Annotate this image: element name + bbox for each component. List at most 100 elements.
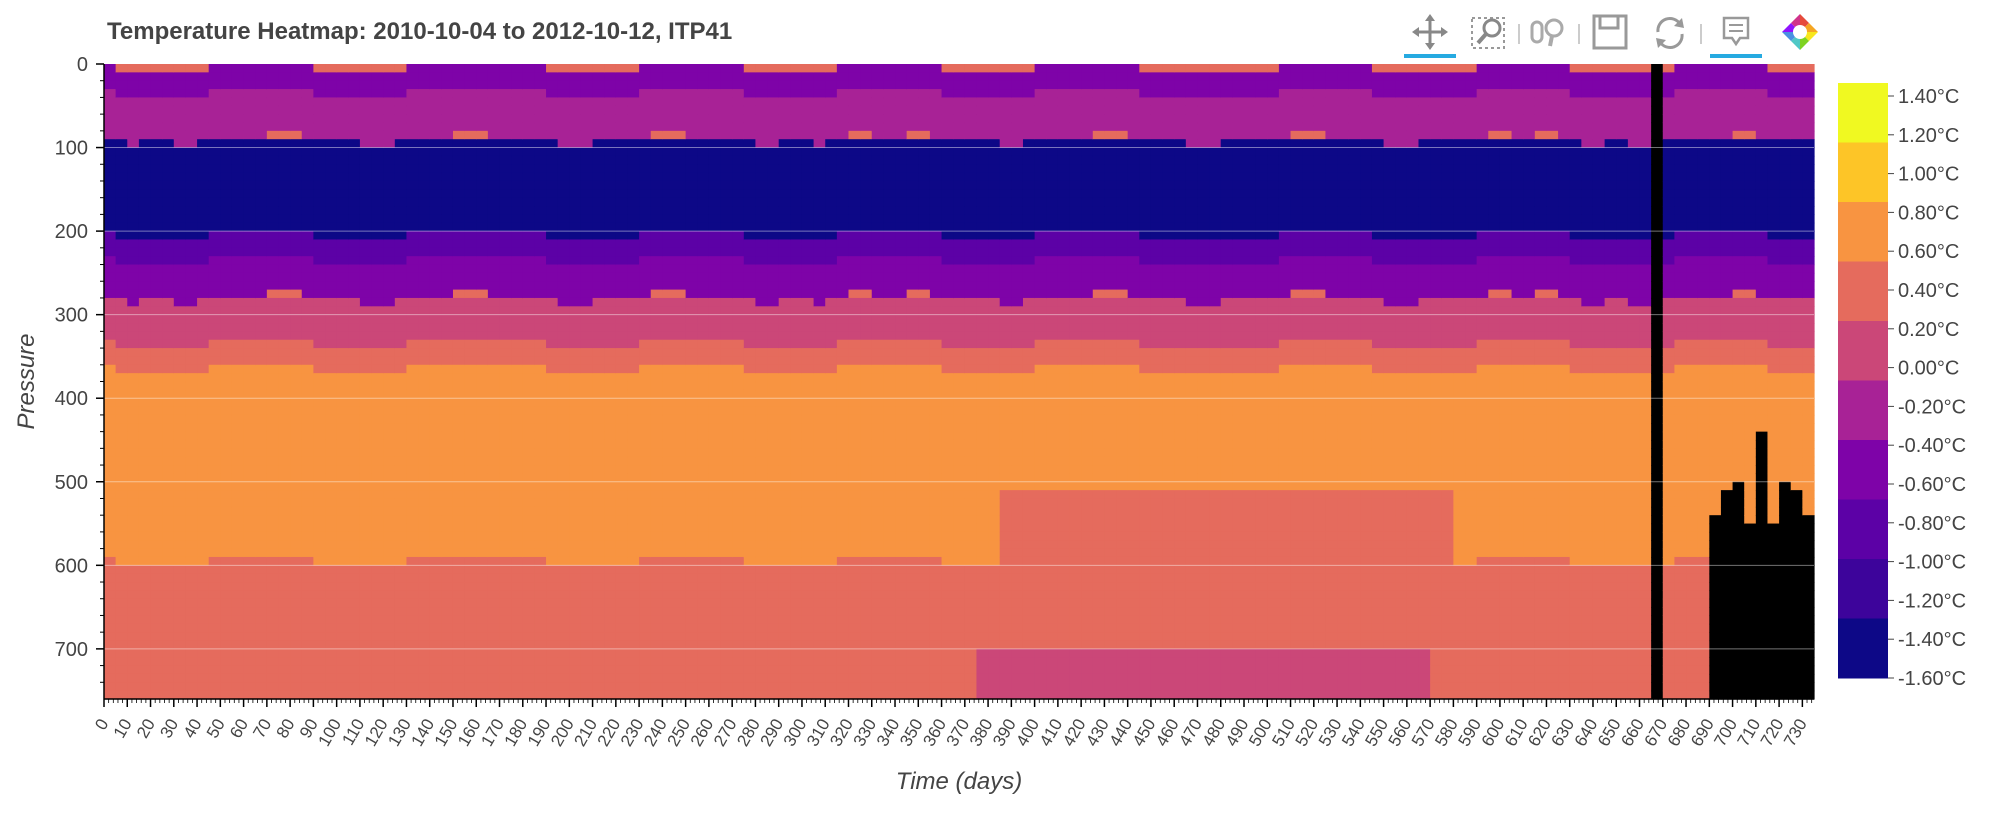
heatmap-cell (359, 540, 373, 550)
heatmap-cell (301, 465, 314, 475)
heatmap-cell (674, 473, 687, 483)
heatmap-cell (266, 473, 280, 483)
heatmap-cell (162, 540, 175, 550)
heatmap-cell (301, 490, 314, 500)
heatmap-cell (464, 297, 477, 307)
heatmap-cell (197, 414, 210, 424)
heatmap-cell (697, 389, 710, 399)
heatmap-cell (778, 114, 791, 124)
heatmap-cell (394, 206, 408, 215)
heatmap-cell (127, 373, 140, 383)
heatmap-cell (150, 348, 163, 358)
heatmap-cell (767, 314, 780, 324)
heatmap-cell (452, 373, 466, 383)
heatmap-cell (464, 523, 477, 533)
heatmap-cell (743, 490, 757, 500)
heatmap-cell (208, 498, 221, 508)
heatmap-cell (138, 122, 152, 132)
save-tool[interactable] (1584, 10, 1636, 54)
heatmap-cell (348, 272, 361, 282)
heatmap-cell (115, 431, 128, 441)
heatmap-cell (429, 673, 442, 683)
heatmap-cell (790, 431, 803, 441)
heatmap-cell (546, 172, 559, 182)
heatmap-cell (255, 272, 268, 282)
heatmap-cell (231, 389, 245, 399)
heatmap-cell (522, 155, 536, 165)
heatmap-cell (383, 80, 396, 90)
heatmap-cell (394, 130, 408, 140)
heatmap-cell (755, 239, 768, 249)
heatmap-cell (429, 590, 442, 600)
heatmap-cell (755, 431, 768, 441)
heatmap-cell (662, 632, 675, 642)
heatmap-cell (801, 197, 815, 207)
heatmap-cell (790, 64, 803, 73)
heatmap-cell (732, 556, 745, 566)
heatmap-cell (604, 89, 617, 99)
heatmap-cell (336, 398, 349, 408)
heatmap-cell (325, 573, 338, 583)
heatmap-cell (301, 289, 314, 299)
heatmap-cell (197, 515, 210, 525)
heatmap-cell (650, 189, 663, 199)
heatmap-cell (197, 97, 210, 107)
heatmap-cell (825, 64, 838, 73)
heatmap-cell (650, 264, 663, 274)
heatmap-cell (127, 180, 140, 190)
heatmap-cell (266, 239, 280, 249)
heatmap-cell (674, 314, 687, 324)
heatmap-cell (127, 540, 140, 550)
heatmap-cell (115, 556, 128, 566)
heatmap-cell (441, 398, 454, 408)
heatmap-cell (266, 690, 280, 700)
heatmap-cell (767, 289, 780, 299)
pan-tool[interactable] (1404, 10, 1456, 58)
heatmap-cell (359, 690, 373, 700)
heatmap-cell (418, 398, 431, 408)
heatmap-cell (534, 64, 547, 73)
heatmap-cell (138, 582, 152, 591)
heatmap-cell (487, 373, 501, 383)
heatmap-cell (650, 172, 663, 182)
heatmap-cell (534, 130, 547, 140)
heatmap-cell (662, 189, 675, 199)
heatmap-cell (557, 331, 570, 341)
heatmap-cell (162, 139, 175, 149)
heatmap-cell (348, 222, 361, 232)
heatmap-cell (790, 289, 803, 299)
box-zoom-tool[interactable] (1462, 10, 1514, 54)
heatmap-cell (173, 147, 187, 157)
heatmap-cell (290, 556, 303, 566)
heatmap-cell (208, 531, 221, 541)
heatmap-cell (790, 247, 803, 257)
reset-tool[interactable] (1644, 10, 1696, 54)
heatmap-cell (383, 565, 396, 575)
heatmap-cell (662, 172, 675, 182)
heatmap-cell (639, 206, 652, 215)
heatmap-cell (231, 97, 245, 107)
heatmap-cell (301, 406, 314, 416)
heatmap-cell (185, 264, 198, 274)
wheel-zoom-tool[interactable] (1522, 10, 1574, 54)
hover-tool[interactable] (1710, 10, 1762, 58)
heatmap-cell (825, 289, 838, 299)
heatmap-cell (452, 105, 466, 115)
heatmap-cell (801, 381, 815, 391)
heatmap-cell (674, 414, 687, 424)
heatmap-cell (336, 381, 349, 391)
heatmap-cell (790, 214, 803, 224)
heatmap-cell (185, 281, 198, 291)
heatmap-cell (208, 197, 221, 207)
bokeh-logo[interactable] (1774, 10, 1826, 54)
heatmap-cell (708, 573, 722, 583)
heatmap-cell (615, 648, 629, 658)
heatmap-cell (848, 490, 861, 500)
heatmap-cell (243, 690, 256, 700)
heatmap-cell (627, 172, 640, 182)
heatmap-cell (418, 339, 431, 349)
heatmap-cell (383, 531, 396, 541)
heatmap-cell (313, 314, 326, 324)
heatmap-cell (336, 72, 349, 82)
heatmap-cell (674, 122, 687, 132)
